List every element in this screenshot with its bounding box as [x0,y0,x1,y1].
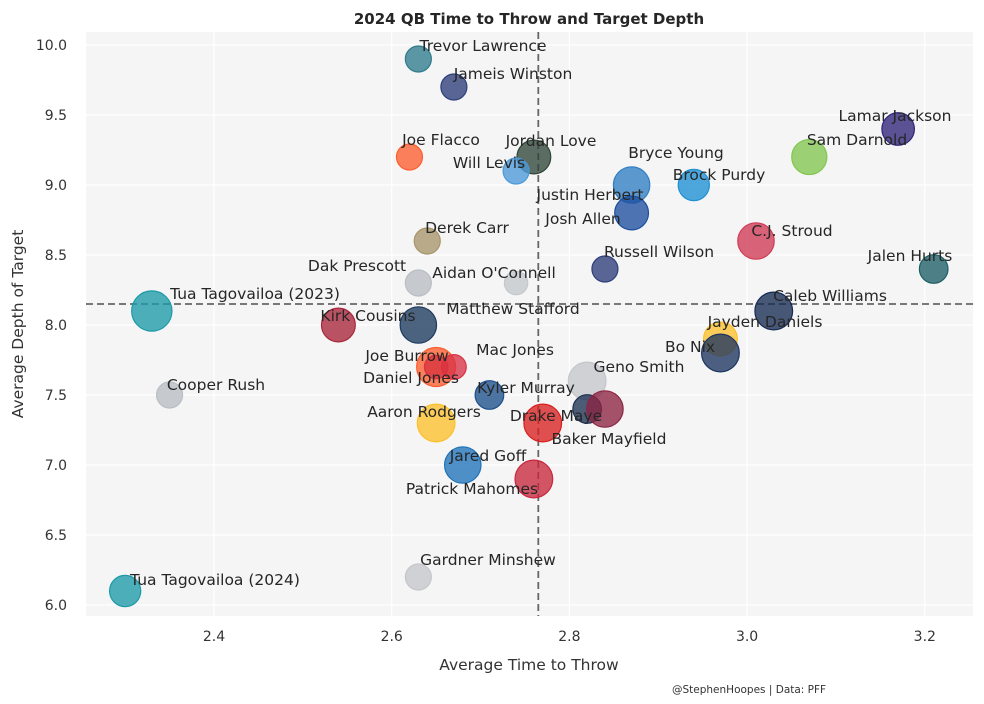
point-label: Patrick Mahomes [406,480,538,498]
point-label: Bo Nix [665,338,715,356]
data-point [591,255,619,283]
x-tick-label: 3.0 [736,629,758,645]
data-point [131,290,173,332]
data-point [399,306,438,344]
data-point [502,157,530,185]
point-label: C.J. Stroud [751,222,832,240]
point-label: Josh Allen [544,210,620,228]
point-label: Jalen Hurts [867,247,953,265]
y-tick-label: 9.0 [45,178,67,194]
point-label: Kirk Cousins [320,307,415,325]
y-tick-label: 8.0 [45,318,67,334]
y-tick-label: 6.5 [45,528,67,544]
data-point [514,459,554,499]
point-label: Justin Herbert [536,186,644,204]
point-label: Kyler Murray [477,379,575,397]
x-axis-label: Average Time to Throw [439,656,619,674]
point-label: Cooper Rush [167,376,265,394]
data-point [474,380,505,410]
x-tick-labels: 2.4 2.6 2.8 3.0 3.2 [203,629,936,645]
credit-text: @StephenHoopes | Data: PFF [672,684,826,696]
data-point [677,168,710,202]
data-point [404,269,432,297]
data-point [395,143,424,171]
data-point [700,333,740,373]
reference-lines [86,32,973,616]
data-point [108,574,142,608]
point-label: Geno Smith [594,358,685,376]
data-point [791,138,828,176]
x-tick-label: 2.4 [203,629,225,645]
y-tick-label: 9.5 [45,108,67,124]
point-label: Jordan Love [505,132,597,150]
point-label: Aidan O'Connell [432,264,556,282]
point-label: Will Levis [453,154,525,172]
x-tick-label: 2.8 [558,629,580,645]
point-label: Jameis Winston [453,65,573,83]
point-label: Aaron Rodgers [367,403,481,421]
point-label: Gardner Minshew [420,551,556,569]
data-point [614,195,650,231]
y-tick-label: 6.0 [45,598,67,614]
data-point [586,390,624,428]
data-point [404,45,432,73]
y-tick-label: 7.0 [45,458,67,474]
data-point [413,227,441,255]
point-label: Tua Tagovailoa (2024) [129,571,300,589]
point-label: Daniel Jones [363,369,459,387]
point-label: Trevor Lawrence [419,37,547,55]
data-point [523,403,563,443]
data-point [754,291,794,331]
point-label: Baker Mayfield [552,430,667,448]
data-point [416,403,456,443]
y-tick-label: 10.0 [36,38,67,54]
data-points [108,45,949,608]
y-tick-labels: 6.0 6.5 7.0 7.5 8.0 8.5 9.0 9.5 10.0 [36,38,67,614]
point-label: Joe Flacco [401,131,480,149]
y-tick-label: 8.5 [45,248,67,264]
grid-lines [86,32,973,616]
point-label: Caleb Williams [773,287,887,305]
point-label: Jared Goff [449,447,527,465]
point-label: Matthew Stafford [446,300,580,318]
point-label: Jayden Daniels [707,313,823,331]
data-point [737,222,775,260]
point-label: Tua Tagovailoa (2023) [169,285,340,303]
point-label: Dak Prescott [308,257,406,275]
data-point [440,73,468,101]
y-axis-label: Average Depth of Target [9,230,27,419]
data-point [320,307,356,343]
point-label: Joe Burrow [364,347,449,365]
data-point [503,270,529,296]
x-tick-label: 2.6 [381,629,403,645]
point-labels: Trevor Lawrence Jameis Winston Joe Flacco J… [129,37,952,589]
point-label: Bryce Young [628,144,724,162]
data-point [918,254,949,284]
chart-title: 2024 QB Time to Throw and Target Depth [354,10,704,28]
plot-background [86,32,973,616]
data-point [423,354,449,380]
data-point [443,446,482,484]
point-label: Lamar Jackson [839,107,952,125]
data-point [881,112,915,146]
point-label: Brock Purdy [673,166,766,184]
point-label: Derek Carr [425,219,509,237]
point-label: Russell Wilson [604,243,714,261]
data-point [155,381,184,409]
y-tick-label: 7.5 [45,388,67,404]
point-label: Mac Jones [476,341,554,359]
point-label: Sam Darnold [807,131,907,149]
point-label: Drake Maye [510,407,602,425]
x-tick-label: 3.2 [914,629,936,645]
data-point [404,563,432,591]
